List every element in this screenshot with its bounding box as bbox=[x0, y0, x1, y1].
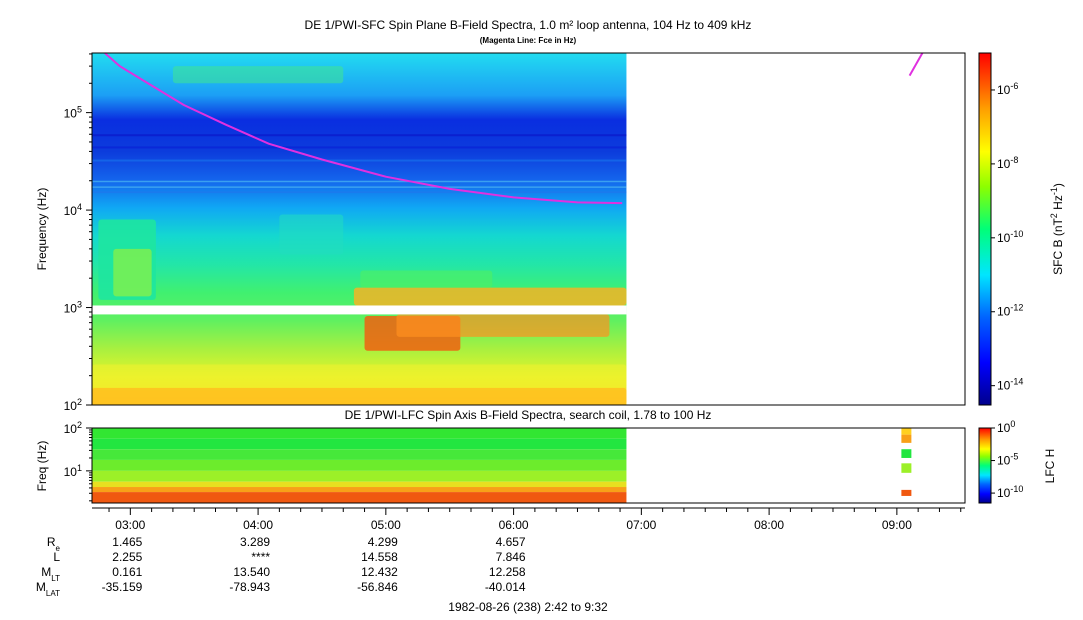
ephemeris-value: 3.289 bbox=[240, 535, 270, 549]
top-colorbar-ticks: 10-6 10-8 10-10 10-12 10-14 bbox=[991, 81, 1023, 393]
top-colorbar-tick-label: 10-14 bbox=[997, 377, 1023, 393]
sfc-band-5 bbox=[92, 134, 627, 137]
bottom-colorbar-tick-label: 10-5 bbox=[997, 452, 1018, 468]
lfc-late-sample-4 bbox=[901, 489, 912, 496]
bottom-panel-title: DE 1/PWI-LFC Spin Axis B-Field Spectra, … bbox=[345, 408, 712, 422]
ephemeris-value: 4.299 bbox=[368, 535, 398, 549]
sfc-band-3 bbox=[92, 191, 627, 193]
top-colorbar-label: SFC B (nT2 Hz-1) bbox=[1049, 183, 1065, 275]
ephemeris-value: 0.161 bbox=[112, 565, 142, 579]
ephemeris-value: **** bbox=[251, 550, 270, 564]
time-tick-label: 08:00 bbox=[754, 518, 784, 532]
time-tick-label: 03:00 bbox=[115, 518, 145, 532]
top-colorbar-tick-label: 10-12 bbox=[997, 303, 1023, 319]
footer-date-range: 1982-08-26 (238) 2:42 to 9:32 bbox=[448, 600, 608, 614]
sfc-emission-regions bbox=[92, 66, 627, 405]
lfc-late-sample-0 bbox=[901, 428, 912, 435]
ephemeris-value: -35.159 bbox=[102, 580, 143, 594]
top-colorbar-tick-label: 10-8 bbox=[997, 155, 1018, 171]
top-y-tick-label: 102 bbox=[64, 397, 82, 413]
top-plot-frame bbox=[91, 52, 966, 406]
sfc-interference-bands bbox=[92, 134, 627, 193]
bottom-y-axis-label: Freq (Hz) bbox=[35, 441, 49, 492]
ephemeris-value: 2.255 bbox=[112, 550, 142, 564]
bottom-colorbar-ticks: 100 10-5 10-10 bbox=[991, 419, 1023, 500]
sfc-spectrogram bbox=[92, 53, 924, 405]
sfc-band-0 bbox=[92, 159, 627, 162]
sfc-band-1 bbox=[92, 180, 627, 183]
ephemeris-value: 12.258 bbox=[489, 565, 526, 579]
time-axis: 03:00 04:00 05:00 06:00 07:00 08:00 09:00 bbox=[92, 507, 965, 532]
sfc-band-2 bbox=[92, 186, 627, 188]
bottom-plot-frame bbox=[91, 427, 966, 504]
emission-low-band-upper bbox=[92, 364, 627, 388]
top-panel-subtitle: (Magenta Line: Fce in Hz) bbox=[480, 36, 577, 45]
emission-low-band bbox=[92, 387, 627, 405]
bottom-y-tick-label: 102 bbox=[64, 420, 82, 436]
emission-orange-patch bbox=[396, 314, 610, 337]
bottom-colorbar-tick-label: 100 bbox=[997, 419, 1015, 435]
emission-chorus-band bbox=[353, 287, 627, 306]
lfc-band-0 bbox=[92, 428, 627, 439]
top-panel-title: DE 1/PWI-SFC Spin Plane B-Field Spectra,… bbox=[305, 18, 752, 32]
top-y-tick-label: 105 bbox=[64, 105, 82, 121]
emission-high-patch bbox=[172, 66, 344, 84]
emission-early-core bbox=[113, 248, 152, 297]
lfc-late-sample-1 bbox=[901, 434, 912, 443]
time-tick-label: 06:00 bbox=[499, 518, 529, 532]
sfc-band-4 bbox=[92, 146, 627, 149]
bottom-colorbar-tick-label: 10-10 bbox=[997, 484, 1023, 500]
ephemeris-value: 7.846 bbox=[496, 550, 526, 564]
top-y-axis-ticks: 102 103 104 105 bbox=[64, 53, 92, 413]
lfc-frequency-bands bbox=[92, 428, 627, 503]
fce-line-late bbox=[908, 53, 924, 77]
bottom-y-axis-ticks: 101 102 bbox=[64, 420, 92, 502]
bottom-y-tick-label: 101 bbox=[64, 463, 82, 479]
top-colorbar bbox=[978, 52, 992, 406]
ephemeris-value: 13.540 bbox=[233, 565, 270, 579]
top-colorbar-tick-label: 10-10 bbox=[997, 229, 1023, 245]
ephemeris-value: 1.465 bbox=[112, 535, 142, 549]
top-y-tick-label: 104 bbox=[64, 202, 82, 218]
bottom-colorbar bbox=[978, 427, 992, 504]
ephemeris-label: MLT bbox=[41, 565, 60, 583]
time-tick-label: 04:00 bbox=[243, 518, 273, 532]
lfc-band-2 bbox=[92, 449, 627, 460]
sfc-data-gap bbox=[92, 305, 627, 315]
lfc-late-sample-3 bbox=[901, 463, 912, 473]
ephemeris-value: -40.014 bbox=[485, 580, 526, 594]
lfc-band-1 bbox=[92, 438, 627, 450]
ephemeris-value: -78.943 bbox=[229, 580, 270, 594]
time-tick-label: 09:00 bbox=[882, 518, 912, 532]
time-tick-label: 07:00 bbox=[626, 518, 656, 532]
time-tick-label: 05:00 bbox=[371, 518, 401, 532]
lfc-band-4 bbox=[92, 470, 627, 482]
ephemeris-value: 12.432 bbox=[361, 565, 398, 579]
fce-line bbox=[104, 53, 623, 205]
ephemeris-label: L bbox=[53, 550, 60, 564]
lfc-band-3 bbox=[92, 459, 627, 471]
ephemeris-value: 14.558 bbox=[361, 550, 398, 564]
emission-chorus-upper bbox=[360, 270, 493, 288]
lfc-spectrogram bbox=[92, 428, 912, 503]
ephemeris-value: 4.657 bbox=[496, 535, 526, 549]
lfc-late-sample-2 bbox=[901, 449, 912, 458]
lfc-band-6 bbox=[92, 487, 627, 493]
ephemeris-value: -56.846 bbox=[357, 580, 398, 594]
top-y-tick-label: 103 bbox=[64, 300, 82, 316]
emission-mid-column bbox=[279, 214, 344, 255]
sfc-spectrogram-image bbox=[92, 53, 627, 405]
ephemeris-label: MLAT bbox=[36, 580, 60, 598]
ephemeris-label: Re bbox=[47, 535, 61, 553]
top-colorbar-tick-label: 10-6 bbox=[997, 81, 1018, 97]
top-y-axis-label: Frequency (Hz) bbox=[35, 188, 49, 271]
lfc-band-5 bbox=[92, 481, 627, 488]
lfc-band-7 bbox=[92, 492, 627, 503]
lfc-late-samples bbox=[901, 428, 912, 496]
bottom-colorbar-label: LFC H bbox=[1043, 449, 1057, 484]
